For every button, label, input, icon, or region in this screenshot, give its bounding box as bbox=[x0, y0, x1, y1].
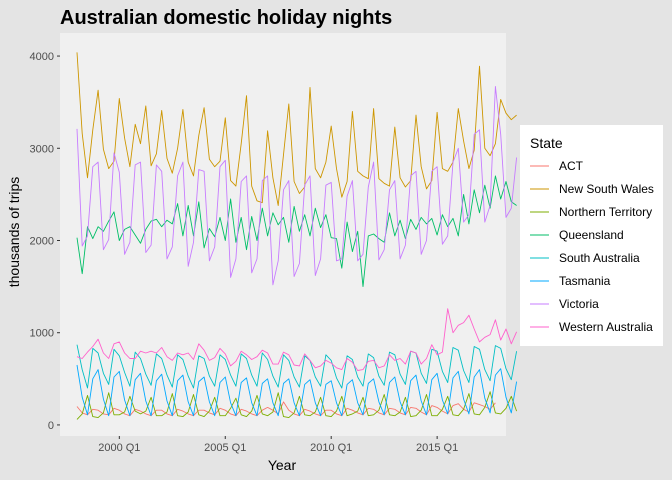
legend-label-northern-territory: Northern Territory bbox=[559, 205, 652, 219]
series-line-south-australia bbox=[76, 344, 518, 389]
y-axis-title: thousands of trips bbox=[6, 177, 22, 288]
series-line-new-south-wales bbox=[76, 52, 517, 206]
legend-label-south-australia: South Australia bbox=[559, 251, 640, 265]
legend-label-queensland: Queensland bbox=[559, 228, 624, 242]
y-tick-label: 4000 bbox=[30, 51, 54, 63]
y-tick-label: 2000 bbox=[30, 235, 54, 247]
chart-title: Australian domestic holiday nights bbox=[60, 7, 392, 29]
x-tick-label: 2000 Q1 bbox=[98, 442, 140, 454]
series-line-queensland bbox=[76, 175, 517, 288]
legend-label-tasmania: Tasmania bbox=[559, 274, 611, 288]
y-tick-label: 1000 bbox=[30, 328, 54, 340]
x-tick-label: 2010 Q1 bbox=[310, 442, 352, 454]
x-axis-title: Year bbox=[268, 457, 297, 473]
y-tick-label: 3000 bbox=[30, 143, 54, 155]
series-line-western-australia bbox=[76, 308, 518, 371]
legend-label-western-australia: Western Australia bbox=[559, 320, 653, 334]
x-axis: 2000 Q1 2005 Q1 2010 Q1 2015 Q1 bbox=[98, 436, 458, 454]
x-tick-label: 2015 Q1 bbox=[416, 442, 458, 454]
x-tick-label: 2005 Q1 bbox=[204, 442, 246, 454]
y-tick-label: 0 bbox=[48, 420, 54, 432]
legend-label-victoria: Victoria bbox=[559, 297, 599, 311]
series-line-northern-territory bbox=[76, 391, 518, 420]
legend-title: State bbox=[530, 135, 563, 151]
legend-label-new-south-wales: New South Wales bbox=[559, 182, 654, 196]
series-lines bbox=[76, 52, 518, 420]
legend: State ACT New South Wales Northern Territo… bbox=[520, 125, 663, 346]
plot-panel bbox=[60, 33, 506, 436]
legend-label-act: ACT bbox=[559, 159, 584, 173]
y-axis: 0 1000 2000 3000 4000 bbox=[30, 51, 60, 432]
series-line-act bbox=[76, 401, 496, 417]
series-line-victoria bbox=[76, 86, 518, 286]
series-line-tasmania bbox=[76, 364, 518, 417]
